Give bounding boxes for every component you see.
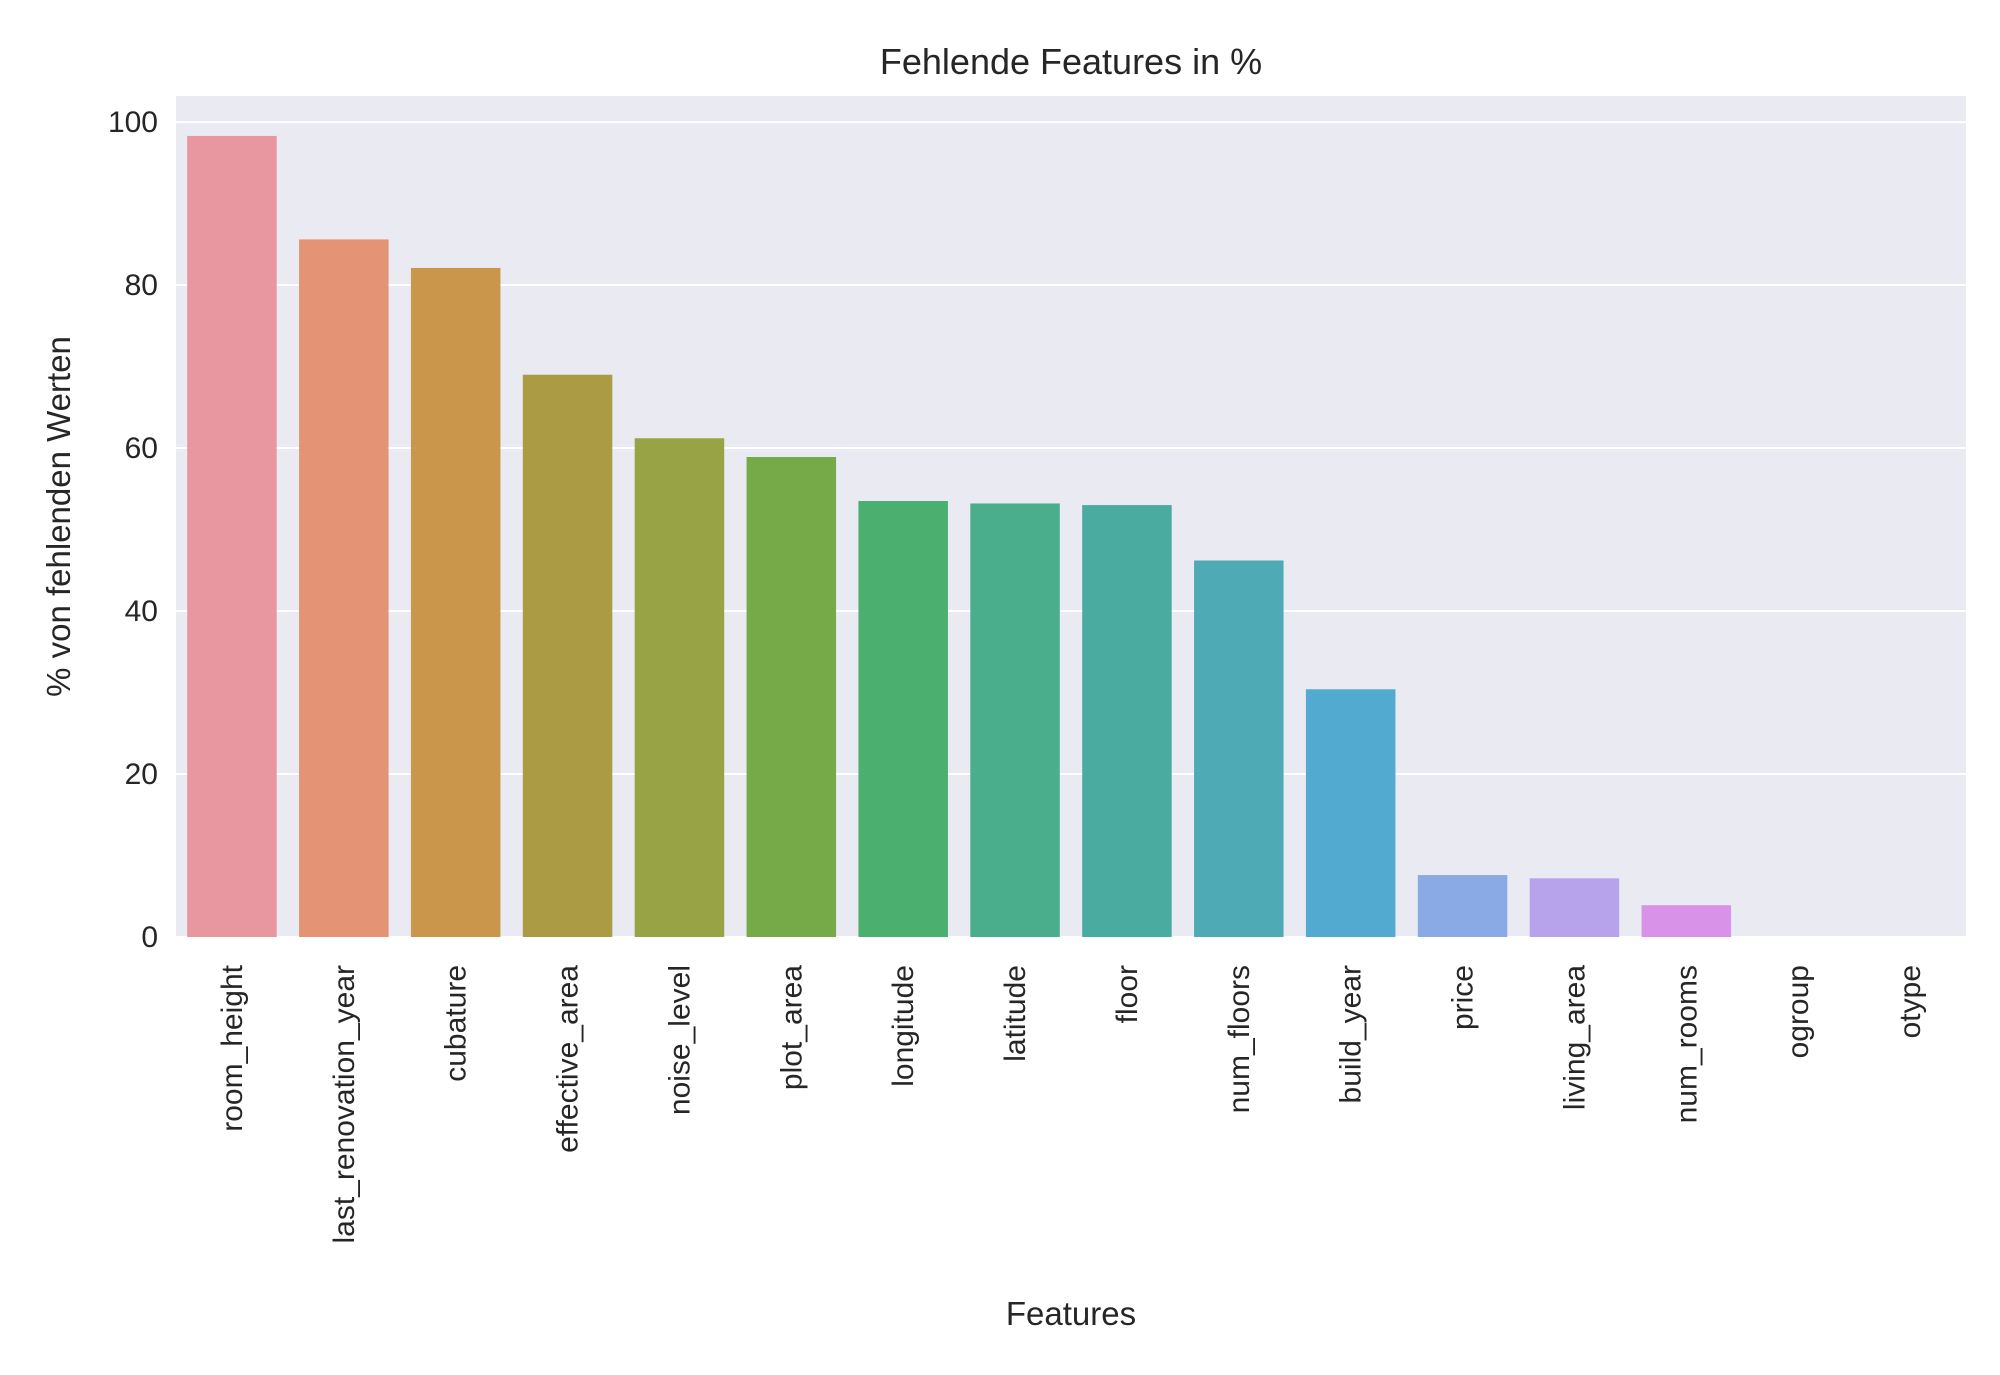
bar-latitude	[970, 503, 1060, 937]
x-tick-label-price: price	[1447, 965, 1480, 1030]
bars	[187, 135, 1732, 938]
y-tick-label: 80	[125, 269, 158, 302]
bar-room-height	[187, 135, 277, 937]
x-tick-label-room-height: room_height	[216, 964, 249, 1131]
bar-cubature	[410, 267, 501, 938]
bar-effective-area	[522, 374, 613, 937]
y-axis-title: % von fehlenden Werten	[40, 336, 77, 697]
bar-floor	[1082, 505, 1172, 937]
x-tick-label-floor: floor	[1111, 965, 1144, 1023]
bar-living-area	[1529, 878, 1620, 937]
x-tick-label-num-rooms: num_rooms	[1670, 965, 1703, 1123]
bar-num-floors	[1194, 560, 1284, 937]
x-tick-label-build-year: build_year	[1335, 965, 1368, 1103]
x-tick-label-num-floors: num_floors	[1223, 965, 1256, 1113]
chart-title: Fehlende Features in %	[880, 41, 1262, 82]
x-tick-label-longitude: longitude	[887, 965, 920, 1087]
bar-build-year	[1305, 689, 1396, 937]
x-tick-label-plot-area: plot_area	[775, 965, 808, 1090]
bar-plot-area	[746, 457, 837, 937]
bar-last-renovation-year	[299, 239, 389, 937]
y-tick-labels: 0 20 40 60 80 100	[108, 106, 158, 954]
y-tick-label: 20	[125, 758, 158, 791]
bar-noise-level	[634, 438, 725, 937]
y-tick-label: 40	[125, 595, 158, 628]
x-tick-label-otype: otype	[1894, 965, 1927, 1038]
x-tick-label-cubature: cubature	[440, 965, 473, 1082]
y-tick-label: 100	[108, 106, 158, 139]
y-tick-label: 60	[125, 432, 158, 465]
x-tick-label-last-renovation-year: last_renovation_year	[328, 965, 361, 1244]
bar-num-rooms	[1641, 905, 1732, 937]
x-tick-label-living-area: living_area	[1558, 965, 1591, 1110]
x-axis-title: Features	[1006, 1295, 1136, 1332]
x-tick-label-noise-level: noise_level	[663, 965, 696, 1115]
y-tick-label: 0	[141, 921, 158, 954]
x-tick-labels: room_height last_renovation_year cubature e…	[216, 964, 1927, 1243]
x-tick-label-ogroup: ogroup	[1782, 965, 1815, 1058]
bar-longitude	[858, 501, 948, 937]
x-tick-label-effective-area: effective_area	[552, 965, 585, 1153]
x-tick-label-latitude: latitude	[999, 965, 1032, 1062]
bar-price	[1417, 875, 1508, 937]
